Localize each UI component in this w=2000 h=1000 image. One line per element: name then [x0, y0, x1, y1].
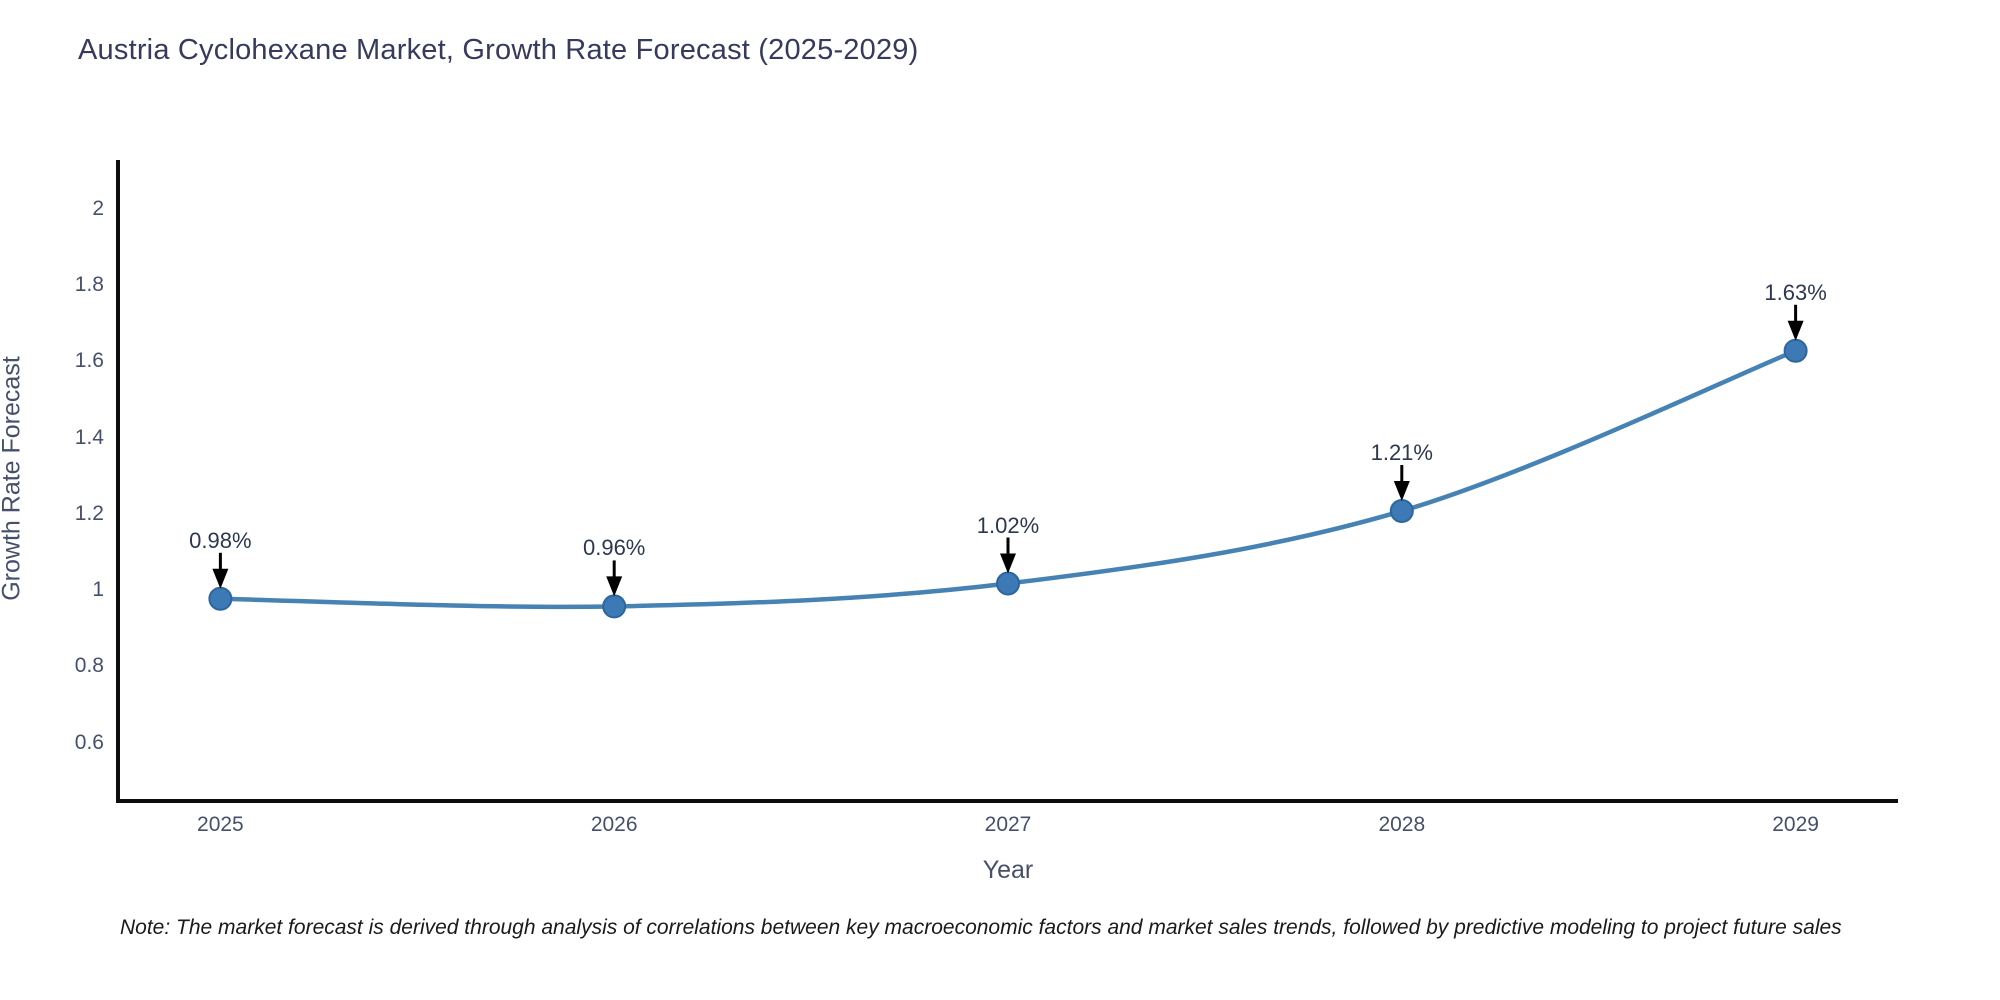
x-axis-title: Year	[982, 856, 1034, 884]
y-tick-label: 0.6	[74, 730, 104, 754]
annotation-arrow-head-icon	[606, 576, 623, 597]
y-tick-label: 0.8	[74, 654, 104, 678]
data-point-marker-2025[interactable]	[208, 586, 233, 611]
y-tick-label: 1	[92, 578, 104, 602]
y-tick-label: 1.4	[74, 425, 104, 449]
x-tick-label: 2029	[1772, 813, 1819, 836]
data-point-marker-2028[interactable]	[1389, 499, 1414, 524]
x-tick-label: 2027	[984, 813, 1032, 836]
annotation-arrow-head-icon	[212, 568, 229, 589]
y-tick-label: 2	[92, 196, 104, 220]
data-point-value-label: 1.63%	[1764, 279, 1827, 305]
data-point-marker-2027[interactable]	[996, 571, 1020, 596]
annotation-arrow-head-icon	[1393, 481, 1410, 502]
data-point-marker-2026[interactable]	[602, 594, 627, 619]
footnote: Note: The market forecast is derived thr…	[120, 916, 1842, 939]
chart-title: Austria Cyclohexane Market, Growth Rate …	[78, 34, 919, 66]
annotation-arrow-head-icon	[1787, 320, 1804, 341]
y-tick-label: 1.6	[74, 349, 104, 373]
data-point-value-label: 1.02%	[976, 512, 1040, 538]
x-tick-label: 2026	[590, 813, 638, 836]
data-point-marker-2029[interactable]	[1783, 338, 1808, 363]
data-point-value-label: 0.98%	[189, 527, 252, 553]
data-point-value-label: 0.96%	[582, 535, 646, 561]
x-tick-label: 2028	[1378, 813, 1426, 836]
annotation-arrow-head-icon	[1000, 553, 1016, 574]
y-tick-label: 1.2	[74, 501, 104, 525]
x-tick-label: 2025	[197, 813, 244, 836]
data-point-value-label: 1.21%	[1370, 440, 1433, 466]
y-tick-label: 1.8	[74, 272, 104, 296]
